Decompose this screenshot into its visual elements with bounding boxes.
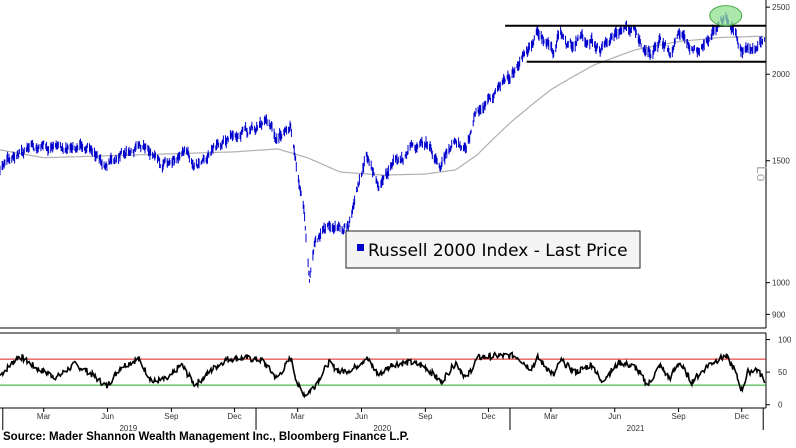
x-tick-label: Jun xyxy=(355,412,368,421)
x-tick-label: Dec xyxy=(227,412,241,421)
legend-label: Russell 2000 Index - Last Price xyxy=(368,241,628,261)
x-tick-label: Jun xyxy=(101,412,114,421)
x-tick-label: Mar xyxy=(37,412,51,421)
oscillator-y-tick-label: 0 xyxy=(778,401,783,410)
x-tick-label: Jun xyxy=(608,412,621,421)
x-tick-label: Mar xyxy=(544,412,558,421)
price-series xyxy=(0,11,766,283)
highlight-ellipse xyxy=(709,5,743,27)
year-label: 2019 xyxy=(119,424,137,433)
oscillator-line xyxy=(0,351,766,399)
legend-box xyxy=(345,230,641,269)
oscillator-y-tick-label: 100 xyxy=(778,336,792,345)
price-panel: 900 1000 1500 2000 2500 Lo xyxy=(0,0,790,332)
source-note: Source: Mader Shannon Wealth Management … xyxy=(3,431,409,443)
price-y-tick-label: 1000 xyxy=(772,279,790,288)
price-y-tick-label: 2500 xyxy=(772,3,790,12)
price-y-tick-label: 900 xyxy=(772,310,786,319)
legend-swatch xyxy=(357,244,364,251)
panel-divider-handle xyxy=(396,329,400,332)
x-tick-label: Sep xyxy=(671,412,686,421)
x-tick-label: Dec xyxy=(735,412,749,421)
x-tick-label: Sep xyxy=(418,412,433,421)
chart-legend: Russell 2000 Index - Last Price xyxy=(345,230,641,269)
x-tick-label: Sep xyxy=(164,412,179,421)
moving-average-line xyxy=(0,35,764,176)
price-y-tick-label: 1500 xyxy=(772,157,790,166)
year-label: 2020 xyxy=(373,424,391,433)
year-label: 2021 xyxy=(627,424,645,433)
x-tick-label: Mar xyxy=(291,412,305,421)
oscillator-panel: 0 50 100 xyxy=(0,332,792,410)
x-tick-label: Dec xyxy=(481,412,495,421)
x-axis: Mar Jun Sep Dec Mar Jun Sep Dec Mar Jun Sep Dec 2019… xyxy=(2,408,764,433)
price-y-axis-scale-label: Lo xyxy=(754,166,770,182)
price-y-tick-label: 2000 xyxy=(772,70,790,79)
oscillator-y-tick-label: 50 xyxy=(778,368,787,377)
